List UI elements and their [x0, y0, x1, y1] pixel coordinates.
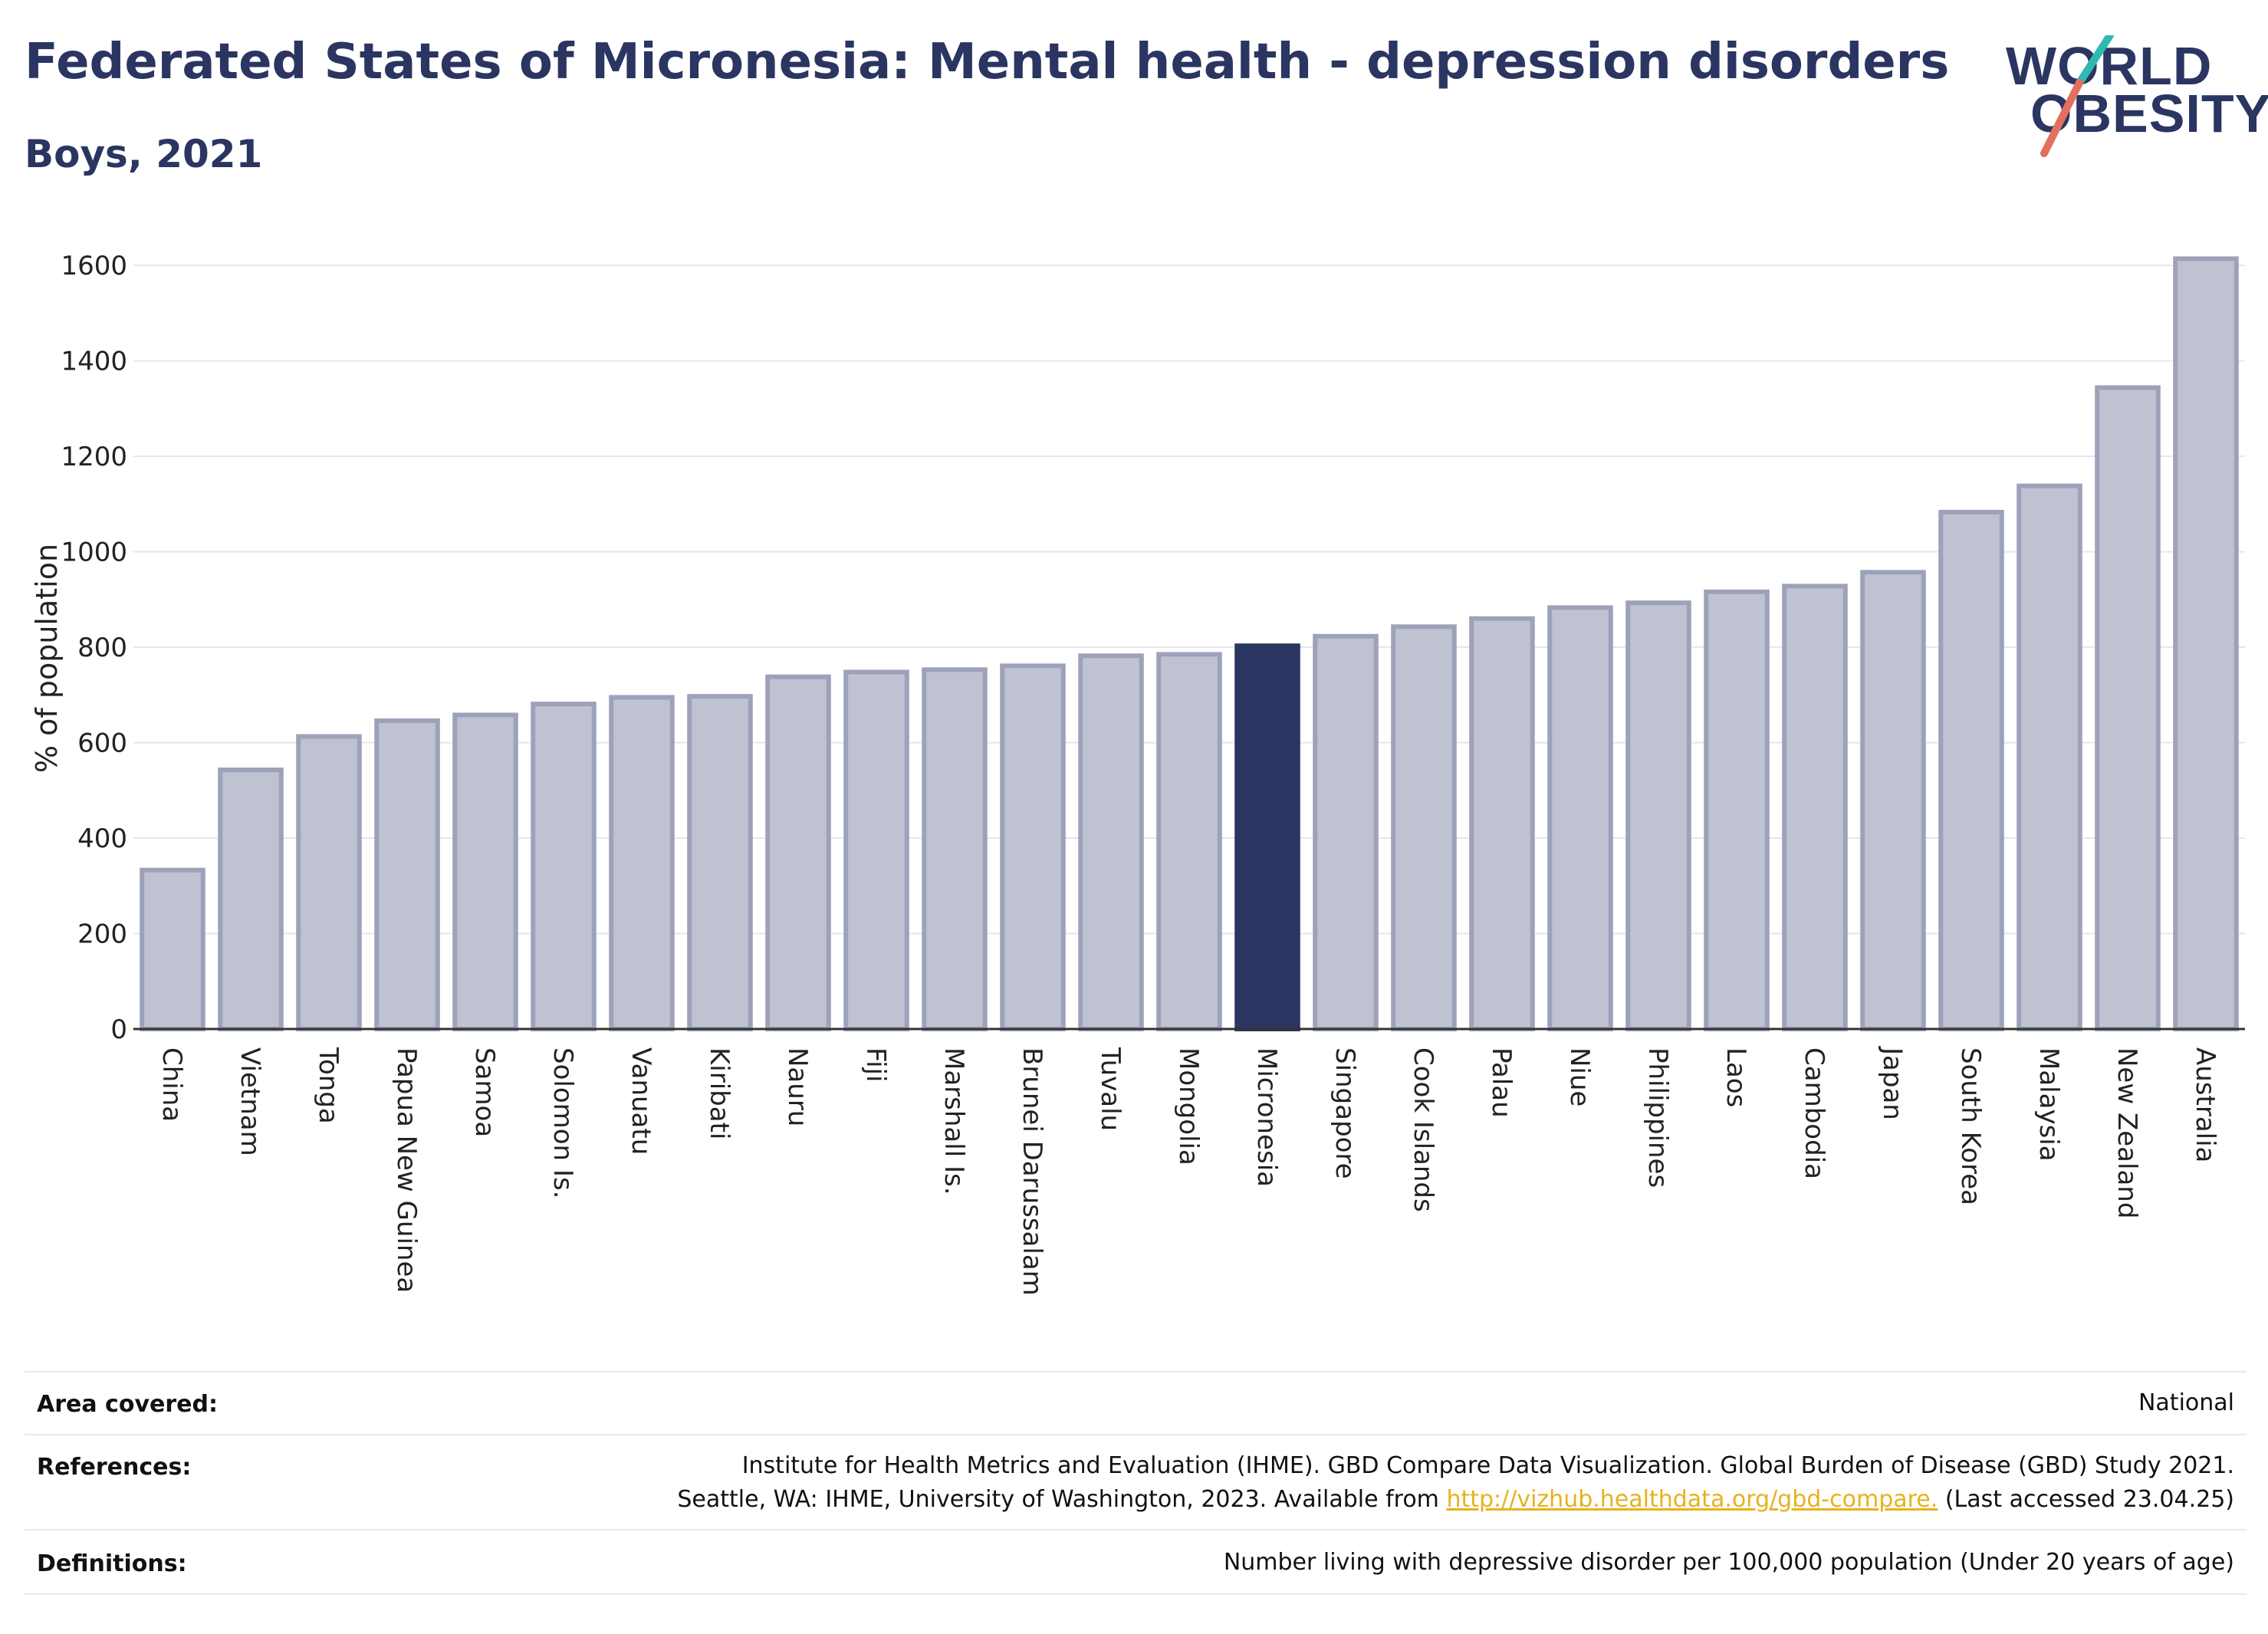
x-tick-label: Australia [2190, 1047, 2220, 1162]
bar [2095, 385, 2161, 1032]
page-subtitle: Boys, 2021 [25, 132, 263, 176]
x-tick-label: Palau [1486, 1047, 1517, 1118]
bar [1782, 584, 1848, 1031]
bar [2173, 256, 2239, 1031]
x-tick-label: Cambodia [1799, 1047, 1829, 1179]
bar [1156, 652, 1222, 1031]
bar [374, 718, 440, 1031]
bar [843, 669, 909, 1032]
bar [296, 734, 362, 1031]
bar [1704, 589, 1770, 1031]
meta-row-references: References: Institute for Health Metrics… [25, 1434, 2247, 1530]
page-title: Federated States of Micronesia: Mental h… [25, 34, 1950, 90]
x-tick-label: Cook Islands [1408, 1047, 1438, 1212]
bar [1078, 653, 1144, 1031]
x-tick-label: China [156, 1047, 187, 1122]
references-line-2-pre: Seattle, WA: IHME, University of Washing… [677, 1486, 1447, 1513]
references-line-1: Institute for Health Metrics and Evaluat… [741, 1452, 2234, 1479]
meta-area-value: National [2138, 1389, 2234, 1416]
x-tick-label: Vietnam [235, 1047, 265, 1156]
x-tick-label: New Zealand [2112, 1047, 2142, 1218]
logo-slash-icon [2040, 35, 2114, 157]
x-tick-label: Fiji [860, 1047, 891, 1082]
world-obesity-logo: WORLD OBESITY [1994, 35, 2268, 166]
x-tick-label: South Korea [1955, 1047, 1986, 1205]
x-tick-label: Japan [1877, 1046, 1908, 1120]
meta-definitions-value: Number living with depressive disorder p… [1223, 1549, 2234, 1576]
meta-definitions-label: Definitions: [37, 1550, 187, 1577]
x-tick-label: Solomon Is. [547, 1047, 578, 1198]
bar [687, 694, 753, 1031]
bar [531, 702, 597, 1031]
x-tick-label: Singapore [1330, 1047, 1360, 1179]
bar [1547, 605, 1613, 1031]
bar [1313, 633, 1379, 1031]
y-tick-label: 600 [77, 728, 127, 759]
y-tick-label: 1600 [61, 251, 127, 281]
references-line-2: Seattle, WA: IHME, University of Washing… [677, 1483, 2234, 1517]
bar [452, 712, 518, 1031]
meta-references-label: References: [37, 1454, 192, 1481]
x-tick-label: Laos [1721, 1047, 1751, 1107]
y-tick-label: 400 [77, 824, 127, 854]
meta-row-area: Area covered: National [25, 1371, 2247, 1435]
references-line-2-post: (Last accessed 23.04.25) [1938, 1486, 2234, 1513]
x-tick-label: Vanuatu [626, 1047, 656, 1155]
x-tick-label: Samoa [469, 1047, 500, 1137]
bar [140, 867, 205, 1032]
bar [1234, 643, 1300, 1032]
x-tick-label: Mongolia [1173, 1047, 1204, 1165]
y-tick-label: 1200 [61, 442, 127, 472]
bar [1391, 624, 1457, 1031]
bar [218, 768, 284, 1031]
x-tick-label: Nauru [782, 1047, 813, 1126]
y-tick-label: 200 [77, 919, 127, 950]
y-tick-label: 1000 [61, 538, 127, 568]
x-tick-label: Marshall Is. [938, 1047, 969, 1195]
y-tick-label: 800 [77, 633, 127, 663]
bar [1625, 600, 1691, 1031]
x-tick-label: Papua New Guinea [391, 1047, 422, 1293]
x-tick-label: Niue [1564, 1047, 1595, 1106]
bar [609, 695, 675, 1031]
bar-chart: 0 200 400 600 800 1000 1200 1400 1600 % of popula… [30, 251, 2245, 1296]
bar [922, 667, 988, 1032]
y-tick-label: 0 [110, 1014, 127, 1045]
references-link[interactable]: http://vizhub.healthdata.org/gbd-compare… [1446, 1486, 1938, 1513]
y-tick-label: 1400 [61, 347, 127, 377]
x-tick-label: Tonga [313, 1047, 343, 1124]
logo-line-1: WORLD [2006, 36, 2213, 96]
bar [1469, 616, 1535, 1031]
x-tick-label: Micronesia [1251, 1047, 1282, 1187]
bar [2017, 483, 2082, 1031]
meta-row-definitions: Definitions: Number living with depressi… [25, 1529, 2247, 1595]
bar [1860, 570, 1926, 1031]
meta-area-label: Area covered: [37, 1391, 218, 1418]
x-tick-label: Philippines [1642, 1047, 1673, 1188]
x-tick-label: Malaysia [2033, 1047, 2064, 1162]
meta-references-value: Institute for Health Metrics and Evaluat… [677, 1449, 2234, 1517]
metadata-table: Area covered: National References: Insti… [25, 1371, 2247, 1601]
bar [1938, 509, 2004, 1031]
x-tick-label: Tuvalu [1095, 1047, 1126, 1131]
bar [1000, 663, 1066, 1031]
bar [765, 674, 831, 1031]
y-axis-label: % of population [30, 544, 64, 773]
x-tick-label: Brunei Darussalam [1017, 1047, 1047, 1296]
x-tick-label: Kiribati [704, 1047, 735, 1139]
